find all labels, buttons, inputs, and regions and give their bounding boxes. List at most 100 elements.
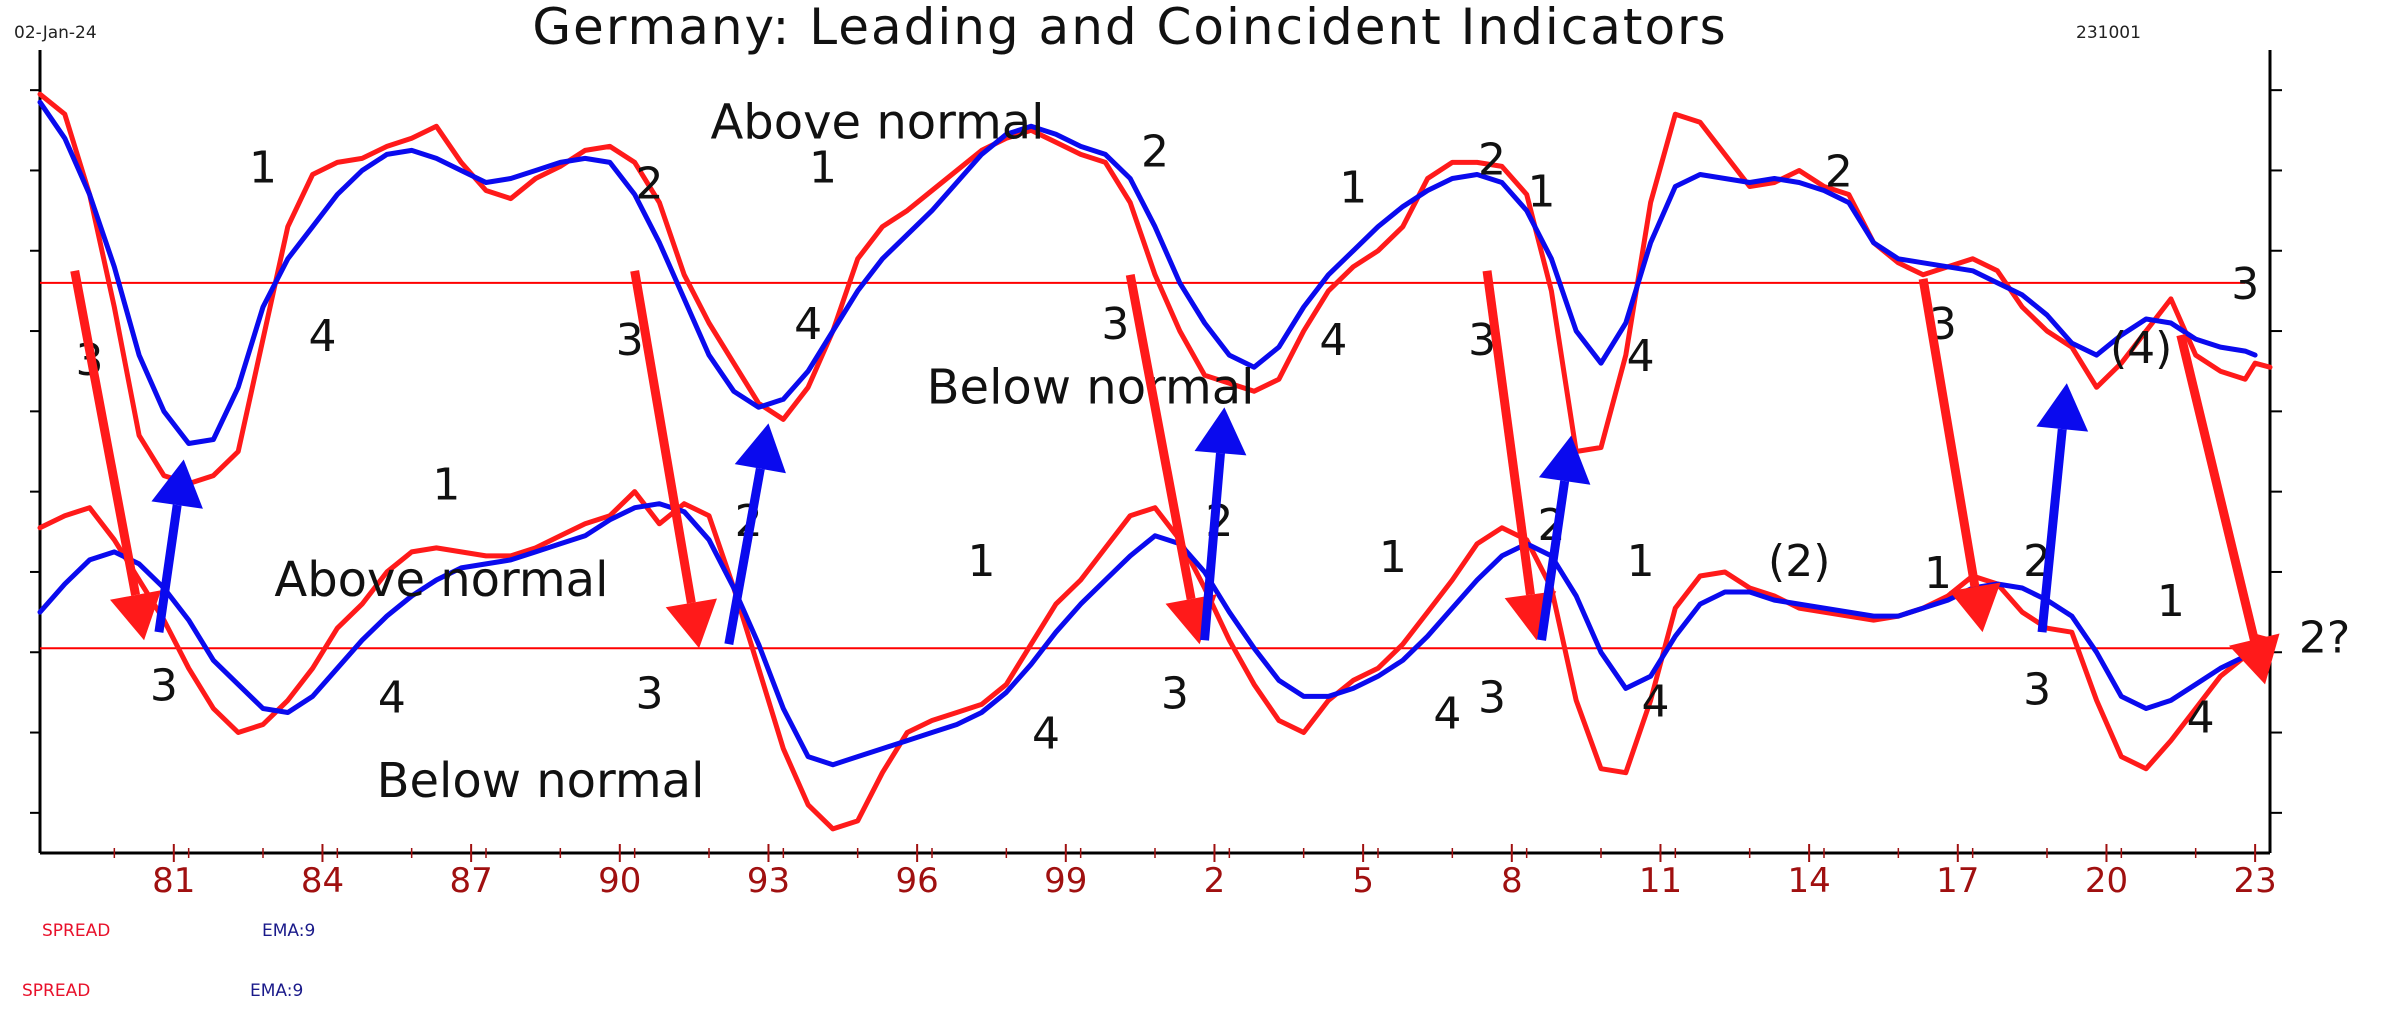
chart-title: Germany: Leading and Coincident Indicato… bbox=[532, 0, 1727, 56]
leading-spread-line bbox=[37, 91, 2273, 487]
x-tick-label: 20 bbox=[2085, 861, 2128, 901]
arrow-shaft bbox=[154, 504, 182, 633]
phase-label: 4 bbox=[308, 311, 336, 362]
cycle-arrow-up bbox=[1537, 435, 1591, 641]
x-tick-label: 23 bbox=[2234, 861, 2277, 901]
arrow-shaft bbox=[630, 270, 696, 604]
cycle-arrows bbox=[70, 269, 2280, 685]
phase-label: 3 bbox=[2023, 664, 2051, 715]
phase-label: 4 bbox=[1642, 676, 1670, 727]
cycle-arrow-up bbox=[1194, 407, 1247, 641]
legend-ema-label: EMA:9 bbox=[250, 981, 303, 1001]
arrow-shaft bbox=[1125, 274, 1196, 600]
cycle-arrow-up bbox=[724, 423, 786, 646]
legend-spread-label: SPREAD bbox=[42, 921, 110, 941]
legend-ema-label: EMA:9 bbox=[262, 921, 315, 941]
phase-label: 3 bbox=[616, 315, 644, 366]
phase-label: 4 bbox=[1627, 331, 1655, 382]
phase-label: 4 bbox=[378, 672, 406, 723]
phase-label: 1 bbox=[2157, 576, 2185, 627]
region-label: Below normal bbox=[377, 753, 705, 809]
legend-spread-label: SPREAD bbox=[22, 981, 90, 1001]
arrow-head bbox=[665, 598, 717, 649]
phase-label: 3 bbox=[1101, 299, 1129, 350]
leading-ema-line bbox=[37, 99, 2258, 446]
phase-label: 1 bbox=[1627, 536, 1655, 587]
phase-label: 1 bbox=[1924, 548, 1952, 599]
x-tick-label: 87 bbox=[450, 861, 493, 901]
arrow-head bbox=[2228, 633, 2280, 685]
x-axis-ticks: 81 84 87 90 93 96 99 2 5 8 11 14 17 20 23 bbox=[113, 844, 2277, 901]
phase-label: 3 bbox=[1478, 672, 1506, 723]
phase-label: (4) bbox=[2110, 323, 2172, 374]
phase-label: 4 bbox=[1433, 689, 1461, 740]
cycle-arrow-down bbox=[70, 269, 162, 641]
cycle-arrow-up bbox=[151, 459, 203, 633]
coincident-spread-line bbox=[37, 489, 2273, 832]
cycle-arrow-up bbox=[2036, 383, 2089, 633]
arrow-head bbox=[1538, 435, 1591, 485]
phase-label: 1 bbox=[1339, 163, 1367, 214]
x-tick-label: 8 bbox=[1501, 861, 1523, 901]
phase-label: 4 bbox=[794, 299, 822, 350]
arrow-shaft bbox=[724, 467, 765, 646]
x-tick-label: 5 bbox=[1352, 861, 1374, 901]
cycle-arrow-down bbox=[2176, 334, 2280, 685]
arrow-shaft bbox=[1200, 452, 1225, 641]
region-labels: Above normal Below normal Above normal Belo… bbox=[274, 94, 1254, 808]
phase-label: 1 bbox=[968, 536, 996, 587]
coincident-ema-line bbox=[37, 501, 2258, 768]
phase-label: 4 bbox=[1319, 315, 1347, 366]
phase-label: 1 bbox=[1528, 167, 1556, 218]
legend-row-2: SPREAD EMA:9 bbox=[22, 981, 303, 1001]
phase-label: 3 bbox=[2231, 259, 2259, 310]
arrow-shaft bbox=[70, 269, 140, 596]
region-label: Above normal bbox=[274, 552, 608, 608]
series-layer bbox=[37, 91, 2273, 832]
arrow-head bbox=[110, 590, 162, 641]
x-tick-label: 84 bbox=[301, 861, 344, 901]
x-tick-label: 93 bbox=[747, 861, 790, 901]
phase-label: 1 bbox=[249, 142, 277, 193]
chart-date: 02-Jan-24 bbox=[14, 23, 97, 43]
arrow-head bbox=[151, 459, 203, 509]
x-tick-label: 14 bbox=[1788, 861, 1831, 901]
region-label: Below normal bbox=[927, 359, 1255, 415]
phase-label: 2 bbox=[1825, 147, 1853, 198]
cycle-arrow-down bbox=[630, 270, 717, 649]
x-tick-label: 17 bbox=[1936, 861, 1979, 901]
legend-row-1: SPREAD EMA:9 bbox=[42, 921, 315, 941]
phase-label: 1 bbox=[432, 460, 460, 511]
x-tick-label: 81 bbox=[152, 861, 195, 901]
arrow-shaft bbox=[1537, 480, 1570, 641]
region-label: Above normal bbox=[710, 94, 1044, 150]
phase-label: 1 bbox=[809, 142, 837, 193]
threshold-lines bbox=[40, 281, 2245, 650]
y-axis-ticks bbox=[30, 89, 2282, 814]
phase-label: 4 bbox=[2187, 693, 2215, 744]
phase-label: 3 bbox=[1161, 668, 1189, 719]
chart-code: 231001 bbox=[2076, 23, 2141, 43]
arrow-shaft bbox=[2176, 334, 2259, 641]
arrow-head bbox=[734, 423, 786, 474]
phase-label: (2) bbox=[1768, 536, 1830, 587]
phase-label: 2 bbox=[636, 159, 664, 210]
phase-label: 3 bbox=[150, 660, 178, 711]
phase-label: 2 bbox=[1478, 134, 1506, 185]
x-tick-label: 2 bbox=[1204, 861, 1226, 901]
arrow-shaft bbox=[1482, 270, 1535, 596]
arrow-head bbox=[1949, 582, 2001, 633]
phase-label: 4 bbox=[1032, 709, 1060, 760]
arrow-shaft bbox=[2037, 428, 2067, 633]
x-tick-label: 96 bbox=[896, 861, 939, 901]
x-tick-label: 99 bbox=[1044, 861, 1087, 901]
phase-label: 1 bbox=[1379, 532, 1407, 583]
arrow-head bbox=[2036, 383, 2089, 432]
x-tick-label: 90 bbox=[598, 861, 641, 901]
arrow-head bbox=[1194, 407, 1247, 456]
cycle-arrow-down bbox=[1918, 278, 2001, 633]
phase-label: 2 bbox=[1141, 126, 1169, 177]
phase-label: 2? bbox=[2299, 612, 2350, 663]
phase-labels: 14323142314231423(4)3134231423142314(2)1… bbox=[76, 126, 2351, 759]
